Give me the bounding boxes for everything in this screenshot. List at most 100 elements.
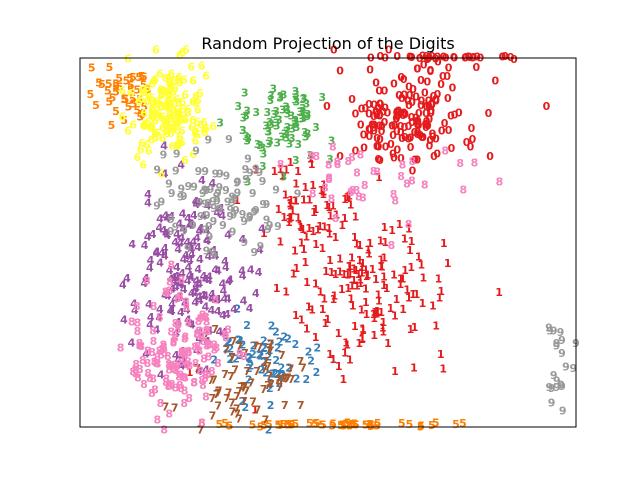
digit-point-6: 6 [162, 125, 170, 138]
digit-point-9: 9 [550, 324, 558, 337]
digit-point-6: 6 [179, 46, 187, 59]
digit-point-6: 6 [172, 115, 180, 128]
digit-point-4: 4 [187, 271, 195, 284]
digit-point-6: 6 [174, 139, 182, 152]
digit-point-6: 6 [165, 72, 173, 85]
digit-point-8: 8 [181, 349, 189, 362]
digit-point-0: 0 [415, 107, 423, 120]
digit-point-4: 4 [156, 212, 164, 225]
digit-point-8: 8 [202, 390, 210, 403]
digit-point-2: 2 [232, 353, 240, 366]
digit-point-8: 8 [344, 155, 352, 168]
digit-point-2: 2 [262, 367, 270, 380]
digit-point-0: 0 [400, 88, 408, 101]
digit-point-0: 0 [485, 107, 493, 120]
digit-point-7: 7 [231, 364, 239, 377]
digit-point-4: 4 [140, 277, 148, 290]
digit-point-2: 2 [268, 320, 276, 333]
digit-point-3: 3 [288, 122, 296, 135]
digit-point-8: 8 [171, 382, 179, 395]
digit-point-5: 5 [337, 419, 345, 432]
digit-point-3: 3 [241, 87, 249, 100]
digit-point-1: 1 [377, 254, 385, 267]
digit-point-8: 8 [181, 385, 189, 398]
digit-point-9: 9 [203, 184, 211, 197]
digit-point-1: 1 [280, 211, 288, 224]
digit-point-1: 1 [358, 333, 366, 346]
digit-point-0: 0 [412, 111, 420, 124]
digit-point-8: 8 [496, 176, 504, 189]
digit-point-1: 1 [432, 319, 440, 332]
digit-point-4: 4 [186, 240, 194, 253]
digit-point-3: 3 [269, 83, 277, 96]
digit-point-7: 7 [262, 355, 270, 368]
digit-point-4: 4 [184, 314, 192, 327]
digit-point-2: 2 [246, 352, 254, 365]
digit-point-3: 3 [216, 117, 224, 130]
digit-point-4: 4 [206, 324, 214, 337]
digit-point-9: 9 [153, 200, 161, 213]
digit-point-0: 0 [375, 140, 383, 153]
digit-point-2: 2 [266, 344, 274, 357]
digit-point-4: 4 [168, 210, 176, 223]
digit-point-4: 4 [238, 265, 246, 278]
digit-point-4: 4 [203, 224, 211, 237]
digit-point-2: 2 [313, 342, 321, 355]
digit-point-4: 4 [180, 283, 188, 296]
digit-point-4: 4 [179, 223, 187, 236]
digit-point-8: 8 [128, 316, 136, 329]
digit-point-0: 0 [414, 126, 422, 139]
digit-point-9: 9 [548, 397, 556, 410]
digit-point-8: 8 [390, 188, 398, 201]
digit-point-4: 4 [173, 270, 181, 283]
digit-point-4: 4 [119, 278, 127, 291]
digit-point-8: 8 [162, 373, 170, 386]
digit-point-4: 4 [142, 348, 150, 361]
digit-point-4: 4 [205, 250, 213, 263]
digit-point-8: 8 [180, 397, 188, 410]
digit-point-9: 9 [158, 195, 166, 208]
digit-point-6: 6 [144, 116, 152, 129]
digit-point-8: 8 [176, 369, 184, 382]
digit-point-1: 1 [377, 260, 385, 273]
digit-point-3: 3 [281, 128, 289, 141]
digit-point-6: 6 [202, 69, 210, 82]
digit-point-7: 7 [228, 397, 236, 410]
digit-point-8: 8 [164, 350, 172, 363]
digit-point-8: 8 [194, 340, 202, 353]
digit-point-9: 9 [201, 197, 209, 210]
digit-point-1: 1 [300, 243, 308, 256]
digit-point-1: 1 [326, 228, 334, 241]
digit-point-3: 3 [292, 154, 300, 167]
digit-point-4: 4 [199, 289, 207, 302]
digit-point-4: 4 [202, 301, 210, 314]
digit-point-9: 9 [172, 221, 180, 234]
digit-point-1: 1 [346, 268, 354, 281]
digit-point-5: 5 [352, 419, 360, 432]
digit-point-6: 6 [174, 124, 182, 137]
digit-point-2: 2 [250, 340, 258, 353]
digit-point-5: 5 [104, 85, 112, 98]
digit-point-4: 4 [202, 364, 210, 377]
digit-point-0: 0 [419, 131, 427, 144]
digit-point-8: 8 [178, 274, 186, 287]
digit-point-5: 5 [344, 416, 352, 429]
digit-point-5: 5 [311, 418, 319, 431]
digit-point-1: 1 [444, 257, 452, 270]
digit-point-0: 0 [432, 95, 440, 108]
digit-point-8: 8 [441, 145, 449, 158]
digit-point-6: 6 [167, 127, 175, 140]
digit-point-9: 9 [558, 334, 566, 347]
digit-point-2: 2 [241, 401, 249, 414]
digit-point-4: 4 [142, 272, 150, 285]
digit-point-1: 1 [358, 332, 366, 345]
digit-point-4: 4 [193, 275, 201, 288]
digit-point-0: 0 [425, 99, 433, 112]
digit-point-7: 7 [267, 378, 275, 391]
digit-point-8: 8 [131, 364, 139, 377]
digit-point-5: 5 [249, 419, 257, 432]
digit-point-4: 4 [177, 306, 185, 319]
digit-point-9: 9 [266, 219, 274, 232]
digit-point-3: 3 [303, 110, 311, 123]
digit-point-3: 3 [304, 108, 312, 121]
